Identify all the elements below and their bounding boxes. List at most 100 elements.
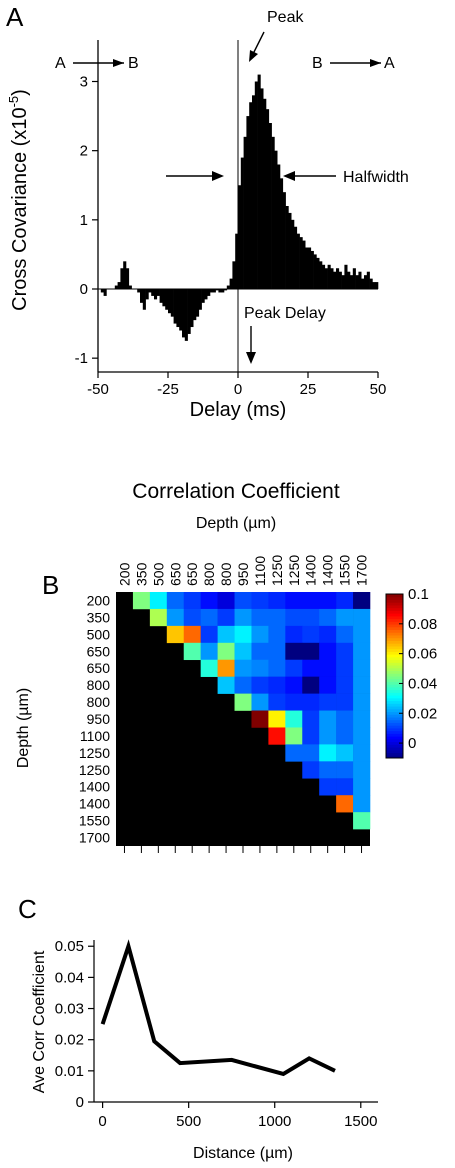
panel-a-y-axis-label: Cross Covariance (x10-5)	[6, 89, 31, 311]
covariance-bar	[327, 264, 331, 289]
covariance-bar	[123, 261, 127, 289]
heatmap-cell	[336, 659, 354, 677]
column-depth-label: 1250	[269, 555, 285, 586]
heatmap-cell	[319, 642, 337, 661]
covariance-bar	[173, 289, 177, 324]
heatmap-cell	[302, 592, 320, 610]
heatmap-cell	[183, 642, 201, 661]
heatmap-cell	[200, 592, 218, 610]
covariance-bar	[333, 271, 337, 289]
panel-a-axes: -50 -25 0 25 50 -1 0 1 2 3	[75, 40, 387, 398]
heatmap-cell	[302, 642, 320, 661]
colorbar-segment	[386, 708, 403, 713]
average-correlation-series	[100, 939, 336, 1077]
colorbar-segment	[386, 692, 403, 696]
heatmap-cell	[217, 592, 235, 610]
x-tick-label: -50	[87, 381, 109, 398]
colorbar-segment	[386, 676, 403, 680]
colorbar-segment	[386, 678, 403, 682]
arrow-head-icon	[212, 171, 224, 181]
covariance-bar	[198, 289, 202, 310]
colorbar-segment	[386, 621, 403, 625]
covariance-bar	[249, 102, 253, 289]
covariance-bar	[308, 247, 312, 289]
row-depth-label: 950	[87, 711, 111, 727]
column-depth-label: 1400	[320, 555, 336, 586]
y-tick-label: 0.04	[55, 969, 84, 986]
heatmap-cell	[251, 693, 269, 711]
annotation-direction-from-b: B	[312, 55, 323, 72]
heatmap-cell	[302, 727, 320, 745]
x-tick-label: 1000	[258, 1113, 291, 1130]
heatmap-cell	[183, 592, 201, 610]
heatmap-cell	[217, 659, 235, 677]
column-depth-label: 650	[167, 562, 183, 586]
covariance-bar	[257, 74, 261, 289]
heatmap-cell	[319, 676, 337, 694]
heatmap-cell	[234, 642, 252, 661]
heatmap-cell	[336, 592, 354, 610]
covariance-bar	[254, 81, 258, 289]
heatmap-cell	[353, 812, 371, 830]
x-tick-label: 0	[98, 1113, 106, 1130]
heatmap-cell	[302, 710, 320, 728]
row-depth-label: 1400	[79, 796, 110, 812]
panel-a-x-axis-label: Delay (ms)	[190, 399, 287, 421]
panel-b-correlation-heatmap: B Correlation Coefficient Depth (µm) Dep…	[15, 480, 437, 853]
heatmap-cell	[251, 608, 269, 627]
covariance-bar	[302, 240, 306, 289]
x-tick-label: 50	[370, 381, 387, 398]
heatmap-cell	[353, 744, 371, 762]
heatmap-cell	[200, 642, 218, 661]
panel-a-cross-covariance: A -50 -25 0 25 50 -1 0 1 2 3 Delay (ms) Cross Cov…	[6, 2, 409, 421]
arrow-head-icon	[370, 59, 381, 67]
heatmap-cell	[251, 710, 269, 728]
colorbar-segment	[386, 725, 403, 729]
covariance-bar	[221, 289, 225, 293]
cross-covariance-bars	[100, 74, 379, 341]
heatmap-cell	[149, 608, 168, 627]
heatmap-cell	[285, 676, 303, 694]
panel-letter-c: C	[18, 894, 37, 924]
covariance-bar	[238, 185, 242, 289]
covariance-bar	[224, 289, 228, 291]
y-tick-label: 0	[76, 1094, 84, 1111]
covariance-bar	[120, 268, 124, 289]
covariance-bar	[336, 268, 340, 289]
covariance-bar	[263, 98, 267, 289]
covariance-bar	[142, 289, 146, 310]
covariance-bar	[355, 275, 359, 289]
heatmap-cell	[268, 727, 286, 745]
column-depth-label: 200	[116, 562, 132, 586]
heatmap-colorbar: 0 0.02 0.04 0.06 0.08 0.1	[385, 586, 437, 759]
covariance-bar	[151, 289, 155, 296]
heatmap-cell	[234, 608, 252, 627]
covariance-bar	[168, 289, 172, 314]
covariance-bar	[170, 289, 174, 317]
colorbar-segment	[386, 654, 403, 658]
heatmap-cell	[166, 625, 185, 644]
panel-c-x-axis-label: Distance (µm)	[193, 1145, 293, 1162]
row-depth-label: 1550	[79, 813, 110, 829]
heatmap-cell	[268, 642, 286, 661]
covariance-bar	[268, 123, 272, 289]
heatmap-cell	[132, 592, 151, 610]
colorbar-segment	[386, 645, 403, 650]
covariance-bar	[114, 285, 118, 289]
covariance-bar	[285, 206, 289, 289]
column-depth-label: 350	[133, 562, 149, 586]
heatmap-cell	[285, 727, 303, 745]
colorbar-segment	[386, 695, 403, 699]
covariance-bar	[207, 289, 211, 296]
covariance-bar	[305, 247, 309, 289]
colorbar-segment	[386, 640, 403, 644]
colorbar-segment	[386, 700, 403, 704]
covariance-bar	[137, 289, 141, 293]
covariance-bar	[358, 271, 362, 289]
colorbar-segment	[386, 656, 403, 661]
heatmap-cell	[183, 608, 201, 627]
covariance-bar	[162, 289, 166, 307]
column-depth-label: 1250	[286, 555, 302, 586]
covariance-bar	[182, 289, 186, 338]
